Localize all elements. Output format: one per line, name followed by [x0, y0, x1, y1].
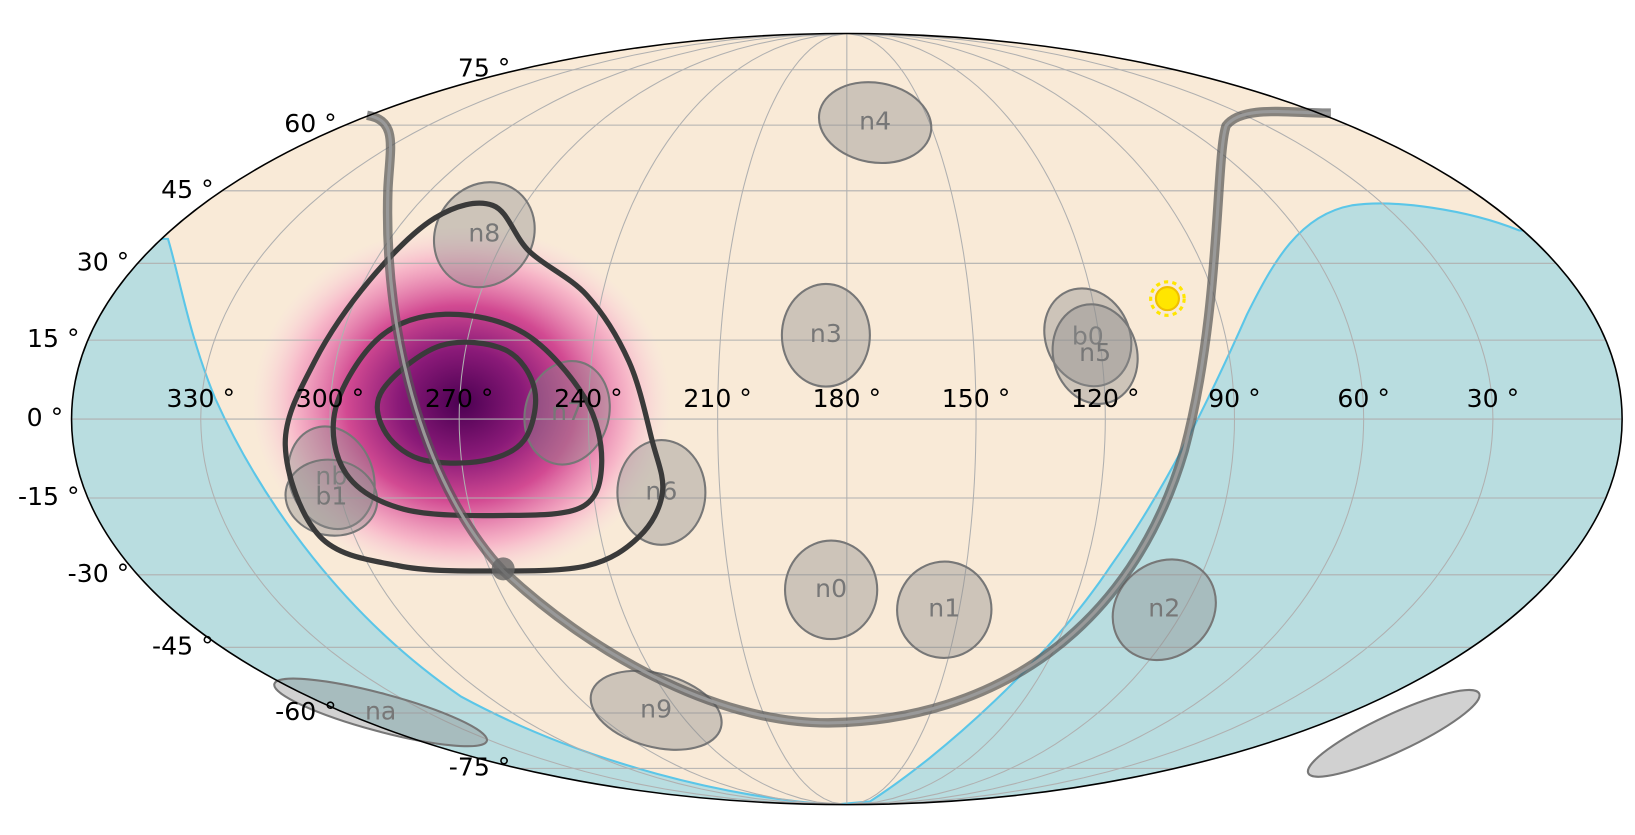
sky-border: [70, 32, 1623, 806]
detector-pointing: [523, 359, 611, 466]
latitude-label: -15 °: [18, 482, 80, 511]
detector-label: n0: [815, 574, 847, 603]
detector-label: n1: [928, 594, 960, 623]
latitude-label: 15 °: [27, 324, 80, 353]
latitude-label: 0 °: [27, 403, 64, 432]
sky-background: [71, 33, 1623, 805]
longitude-label: 90 °: [1208, 384, 1261, 413]
detector-pointing: [783, 539, 879, 641]
grid-line: [846, 33, 1365, 805]
detector-label: b1: [315, 482, 347, 511]
latitude-label: -30 °: [68, 559, 130, 588]
latitude-label: 30 °: [77, 247, 130, 276]
latitude-label: 60 °: [284, 109, 337, 138]
detector-label: n9: [640, 694, 672, 723]
grid-line: [587, 33, 847, 805]
visible-sky: [71, 33, 1623, 805]
grid-line: [846, 33, 1106, 805]
latitude-label: 75 °: [458, 54, 511, 83]
grid-line: [846, 33, 1236, 805]
grid-line: [846, 33, 1494, 805]
latitude-label: -75 °: [449, 752, 511, 781]
detector-pointing: [896, 560, 993, 659]
detector-pointing: [1111, 558, 1217, 662]
longitude-label: 120 °: [1071, 384, 1140, 413]
longitude-label: 330 °: [167, 384, 236, 413]
probability-density: [251, 225, 671, 582]
longitude-label: 150 °: [942, 384, 1011, 413]
detector-pointing: [273, 677, 489, 748]
longitude-label: 30 °: [1467, 384, 1520, 413]
detector-pointing: [1051, 303, 1139, 405]
longitude-label: 300 °: [296, 384, 365, 413]
contour-middle: [330, 311, 605, 519]
detector-pointing: [1043, 287, 1133, 388]
longitude-label: 270 °: [425, 384, 494, 413]
latitude-label: 45 °: [161, 175, 214, 204]
grid-line: [200, 33, 847, 805]
detector-pointing: [1306, 688, 1481, 778]
detector-label: n2: [1148, 594, 1180, 623]
longitude-label: 180 °: [813, 384, 882, 413]
detector-label: b0: [1072, 321, 1104, 350]
axis-labels: 75 ° 60 ° 45 ° 30 ° 15 ° 0 ° -15 ° -30 ° -45 ° -6…: [18, 54, 1519, 782]
detector-pointing: [780, 282, 871, 388]
longitude-label: 210 °: [683, 384, 752, 413]
detector-label: n4: [859, 107, 891, 136]
detector-label: n7: [551, 397, 583, 426]
detector-label: n5: [1079, 338, 1111, 367]
source-marker: [491, 557, 515, 581]
longitude-label: 240 °: [554, 384, 623, 413]
longitude-label: 60 °: [1337, 384, 1390, 413]
sun: [1149, 280, 1186, 317]
detector-pointing: [287, 425, 376, 531]
detector-label: n8: [468, 219, 500, 248]
contour-inner: [374, 339, 539, 466]
grid-line: [329, 33, 847, 805]
detector-label: na: [365, 696, 396, 725]
earth-limb-core: [366, 109, 1331, 725]
latitude-label: -60 °: [275, 697, 337, 726]
detector-pointing: [817, 81, 933, 165]
latitude-label: -45 °: [152, 631, 214, 660]
detector-label: n3: [810, 319, 842, 348]
